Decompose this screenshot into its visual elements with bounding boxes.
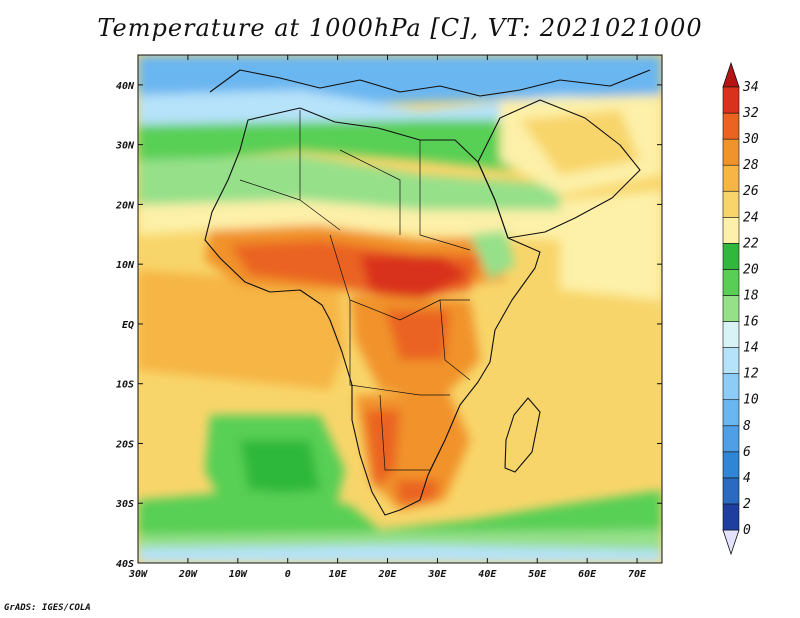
colorbar-label: 0 <box>743 523 751 538</box>
colorbar-swatch <box>722 112 740 140</box>
chart-title: Temperature at 1000hPa [C], VT: 20210210… <box>97 14 703 42</box>
colorbar-swatch <box>722 321 740 348</box>
lon-tick-label: 60E <box>578 569 597 580</box>
lat-tick-label: EQ <box>122 320 134 331</box>
lon-tick-label: 20E <box>377 569 397 580</box>
colorbar-swatch <box>722 477 740 505</box>
colorbar-swatch <box>722 138 740 166</box>
colorbar-label: 32 <box>742 106 759 121</box>
grads-credit: GrADS: IGES/COLA <box>4 603 91 613</box>
colorbar-swatch <box>722 190 740 218</box>
colorbar-label: 34 <box>742 80 759 95</box>
lat-tick-label: 20N <box>115 200 135 211</box>
colorbar-label: 20 <box>743 262 759 277</box>
colorbar-swatch <box>722 216 740 244</box>
lon-tick-label: 40E <box>478 569 497 580</box>
colorbar-label: 14 <box>743 341 759 356</box>
lon-tick-label: 70E <box>628 569 647 580</box>
colorbar-label: 22 <box>743 236 759 251</box>
lon-tick-label: 10E <box>329 569 348 580</box>
lon-tick-label: 30E <box>427 569 447 580</box>
colorbar-swatch <box>722 451 740 479</box>
colorbar-label: 2 <box>743 497 751 512</box>
colorbar-label: 18 <box>743 288 759 303</box>
colorbar-label: 30 <box>742 132 759 147</box>
colorbar-under-arrow <box>722 529 740 556</box>
lat-tick-label: 20S <box>115 439 134 450</box>
temperature-field <box>138 55 662 563</box>
colorbar-label: 16 <box>743 315 759 330</box>
colorbar-label: 4 <box>743 471 751 486</box>
colorbar-label: 24 <box>743 210 759 225</box>
colorbar-label: 12 <box>743 367 759 382</box>
lat-tick-label: 10N <box>116 260 135 271</box>
coastline-outlines <box>204 69 651 516</box>
colorbar-swatch <box>722 399 740 427</box>
lon-tick-label: 30W <box>128 569 148 580</box>
lon-tick-label: 50E <box>528 569 547 580</box>
lat-tick-label: 40N <box>116 81 135 92</box>
colorbar-swatch <box>722 347 740 374</box>
colorbar-swatch <box>722 243 740 270</box>
colorbar-label: 8 <box>743 419 751 434</box>
colorbar-label: 6 <box>743 445 751 460</box>
europe-coastline <box>209 69 651 97</box>
lat-tick-label: 30S <box>115 499 134 510</box>
colorbar-swatch <box>722 373 740 401</box>
colorbar-swatch <box>722 425 740 453</box>
map-frame <box>137 54 663 564</box>
colorbar-swatch <box>722 295 740 322</box>
lat-tick-label: 10S <box>116 380 134 391</box>
colorbar-over-arrow <box>722 61 740 88</box>
lon-tick-label: 20W <box>178 569 198 580</box>
colorbar-label: 28 <box>743 158 759 173</box>
country-borders <box>239 110 471 471</box>
madagascar-coastline <box>504 397 541 473</box>
lat-tick-label: 30N <box>115 141 135 152</box>
colorbar-swatch <box>722 503 740 531</box>
colorbar-swatch <box>722 164 740 192</box>
colorbar-swatch <box>722 86 740 114</box>
colorbar-label: 26 <box>743 184 759 199</box>
lon-tick-label: 10W <box>229 569 248 580</box>
colorbar-label: 10 <box>743 393 759 408</box>
colorbar-swatch <box>722 269 740 296</box>
arabia-coastline <box>477 99 641 239</box>
lon-tick-label: 0 <box>285 569 291 580</box>
lat-tick-label: 40S <box>116 559 134 570</box>
